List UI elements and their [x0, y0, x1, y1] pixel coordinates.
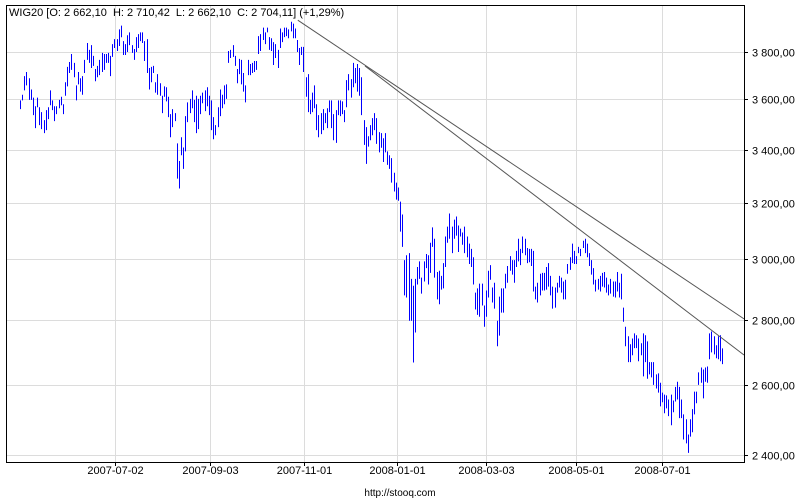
x-tick-label: 2008-03-03 — [458, 465, 514, 477]
x-tick-label: 2008-01-01 — [369, 465, 425, 477]
y-tick-label: 3 400,00 — [752, 146, 795, 158]
x-tick-label: 2008-05-01 — [548, 465, 604, 477]
y-tick-label: 3 600,00 — [752, 95, 795, 107]
y-tick-label: 2 800,00 — [752, 316, 795, 328]
trendline — [297, 19, 745, 320]
x-tick-label: 2008-07-01 — [634, 465, 690, 477]
x-tick-label: 2007-11-01 — [277, 465, 332, 477]
x-tick-label: 2007-09-03 — [182, 465, 238, 477]
trendlines — [297, 19, 745, 356]
x-axis: 2007-07-02 2007-09-03 2007-11-01 2008-01-01… — [87, 462, 691, 477]
y-axis: 2 400,00 2 600,00 2 800,00 3 000,00 3 200,00… — [744, 48, 795, 463]
x-tick-label: 2007-07-02 — [87, 465, 143, 477]
trendline — [364, 65, 745, 356]
source-link[interactable]: http://stooq.com — [364, 488, 435, 499]
y-tick-label: 3 200,00 — [752, 199, 795, 211]
gridlines — [6, 5, 744, 462]
chart-title: WIG20 [O: 2 662,10 H: 2 710,42 L: 2 662,… — [9, 7, 344, 19]
plot-frame — [6, 5, 745, 463]
y-tick-label: 3 000,00 — [752, 255, 795, 267]
y-tick-label: 3 800,00 — [752, 48, 795, 60]
y-tick-label: 2 600,00 — [752, 381, 795, 393]
price-bars — [20, 21, 723, 453]
y-tick-label: 2 400,00 — [752, 451, 795, 463]
